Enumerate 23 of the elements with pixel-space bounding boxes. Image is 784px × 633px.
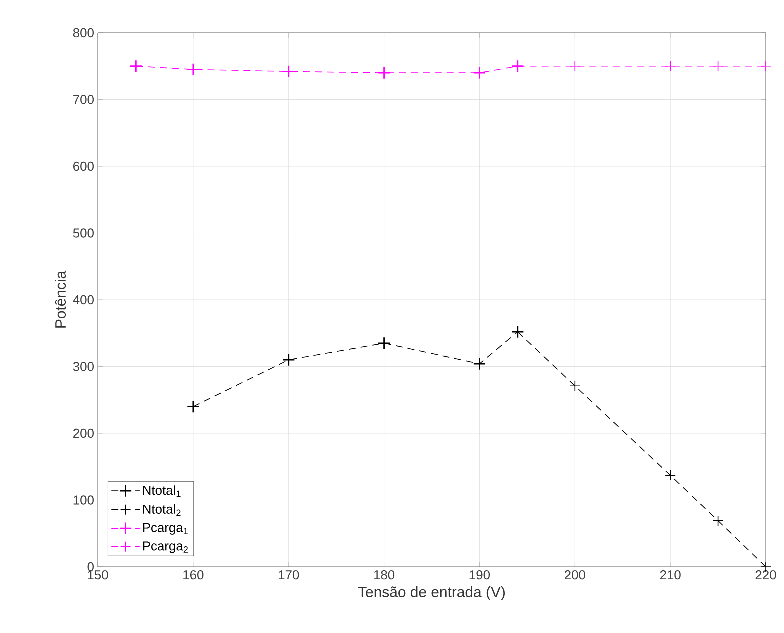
y-tick-label: 700 — [74, 95, 94, 104]
x-tick-label: 150 — [88, 570, 108, 580]
y-tick-label: 100 — [74, 496, 94, 505]
y-tick-label: 300 — [73, 362, 94, 372]
x-tick-label: 160 — [184, 570, 204, 580]
x-tick-label: 170 — [279, 570, 300, 580]
y-tick-label: 500 — [73, 228, 94, 238]
y-axis-title: Potência — [55, 270, 66, 328]
legend-label: Ntotal$_{1}$ — [143, 486, 181, 498]
legend-label: Ntotal$_{2}$ — [143, 504, 181, 516]
x-axis-title: Tensão de entrada (V) — [358, 586, 505, 600]
legend-label: Pcarga$_{2}$ — [143, 542, 188, 554]
x-tick-label: 220 — [756, 570, 776, 580]
legend-label: Pcarga$_{1}$ — [143, 523, 188, 535]
y-tick-label: 0 — [88, 562, 94, 572]
x-tick-label: 190 — [470, 570, 490, 580]
x-tick-label: 180 — [374, 570, 395, 580]
y-tick-label: 800 — [73, 28, 94, 38]
y-tick-label: 200 — [74, 428, 94, 438]
y-tick-label: 400 — [73, 295, 94, 305]
x-tick-label: 210 — [660, 570, 681, 580]
x-tick-label: 200 — [564, 570, 586, 580]
y-tick-label: 600 — [74, 162, 94, 172]
